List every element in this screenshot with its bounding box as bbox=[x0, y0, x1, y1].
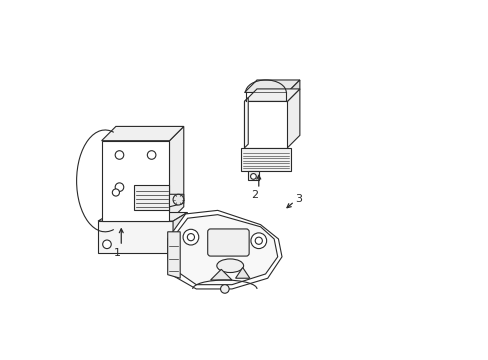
Polygon shape bbox=[167, 210, 282, 289]
Polygon shape bbox=[287, 89, 299, 148]
Circle shape bbox=[250, 233, 266, 249]
Polygon shape bbox=[287, 80, 299, 102]
Polygon shape bbox=[241, 148, 290, 171]
Polygon shape bbox=[169, 126, 183, 221]
Circle shape bbox=[255, 237, 262, 244]
Polygon shape bbox=[235, 267, 249, 278]
Polygon shape bbox=[169, 194, 183, 207]
Polygon shape bbox=[98, 212, 187, 221]
Polygon shape bbox=[172, 215, 277, 285]
Polygon shape bbox=[247, 171, 258, 180]
Polygon shape bbox=[244, 89, 299, 102]
Circle shape bbox=[102, 240, 111, 249]
FancyBboxPatch shape bbox=[207, 229, 248, 256]
Circle shape bbox=[115, 183, 123, 192]
Ellipse shape bbox=[216, 259, 243, 273]
Polygon shape bbox=[210, 269, 231, 280]
Polygon shape bbox=[244, 80, 299, 93]
Polygon shape bbox=[244, 102, 287, 148]
Circle shape bbox=[220, 285, 229, 293]
Circle shape bbox=[115, 151, 123, 159]
Text: 2: 2 bbox=[250, 190, 258, 200]
Text: 1: 1 bbox=[114, 248, 121, 258]
Text: 3: 3 bbox=[295, 194, 302, 203]
Polygon shape bbox=[134, 185, 169, 210]
Polygon shape bbox=[244, 98, 248, 148]
Polygon shape bbox=[102, 126, 183, 141]
Polygon shape bbox=[102, 141, 169, 221]
Polygon shape bbox=[167, 232, 180, 278]
Circle shape bbox=[173, 194, 183, 205]
Circle shape bbox=[112, 189, 119, 196]
Circle shape bbox=[187, 234, 194, 241]
Circle shape bbox=[250, 174, 256, 179]
Circle shape bbox=[147, 151, 156, 159]
Polygon shape bbox=[173, 212, 187, 253]
Polygon shape bbox=[98, 221, 173, 253]
Circle shape bbox=[183, 229, 198, 245]
